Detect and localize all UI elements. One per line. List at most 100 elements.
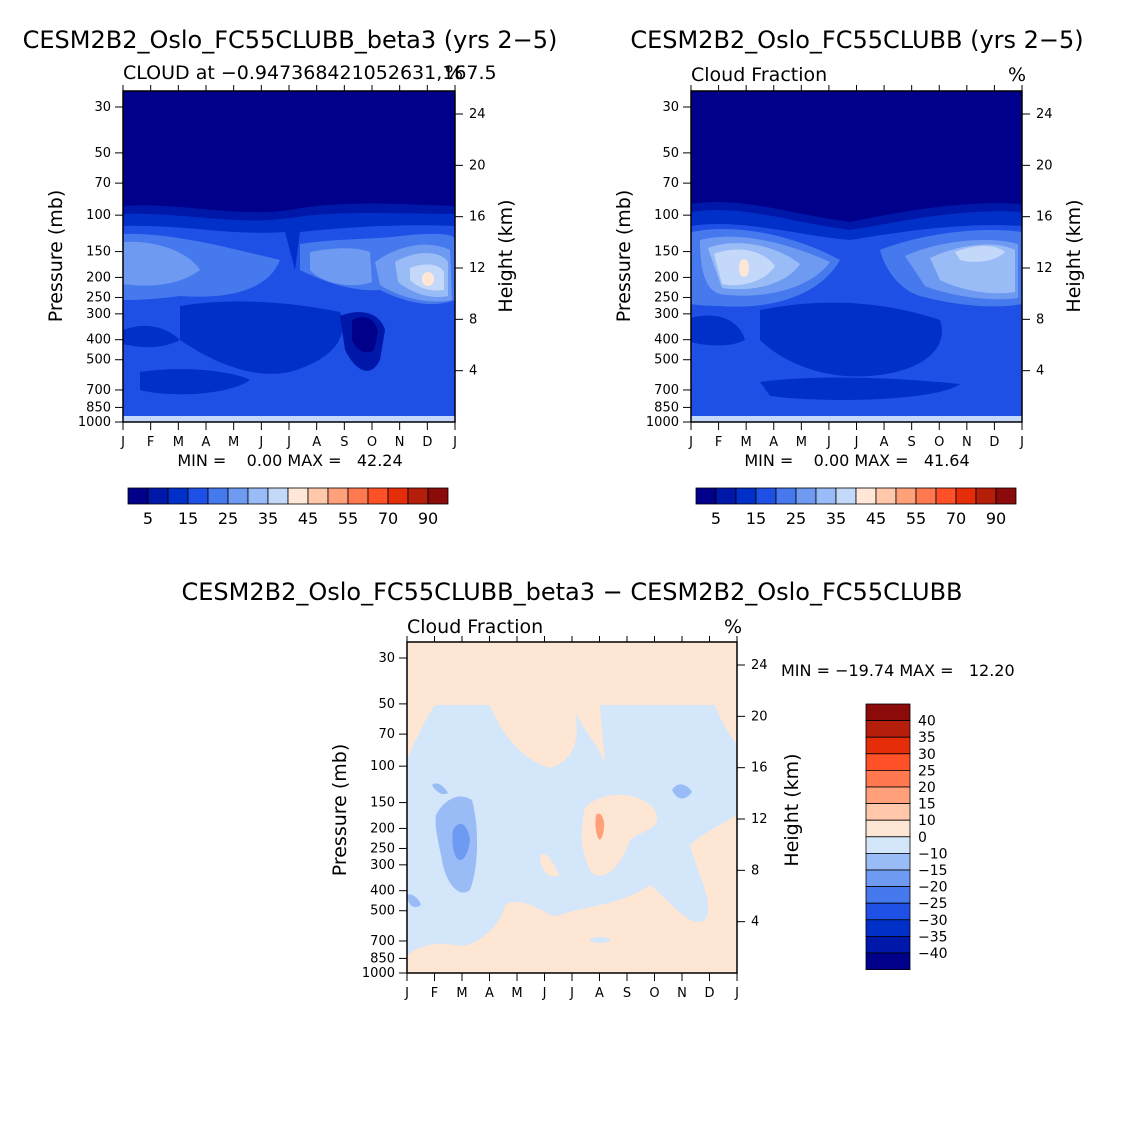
contour-fill [180, 301, 343, 374]
x-tick-label: A [312, 435, 321, 450]
panel-difference-units: % [724, 616, 742, 638]
y-right-tick-label: 20 [751, 709, 768, 724]
colorbar-label: 35 [918, 730, 936, 746]
x-tick-label: O [367, 435, 377, 450]
x-tick-label: J [688, 435, 693, 450]
y-tick-label: 700 [86, 383, 111, 398]
colorbar-swatch [865, 786, 911, 805]
colorbar-label: −15 [918, 863, 948, 879]
colorbar-swatch [865, 853, 911, 871]
colorbar-label: −10 [918, 846, 948, 862]
y-tick-label: 1000 [78, 415, 111, 430]
x-tick-label: D [704, 986, 714, 1001]
y-tick-label: 200 [654, 270, 679, 285]
colorbar-label: −25 [918, 896, 948, 912]
colorbar-swatch [865, 836, 911, 854]
x-tick-label: A [202, 435, 211, 450]
colorbar-label: −35 [918, 929, 948, 945]
x-tick-label: M [456, 986, 467, 1001]
y-tick-label: 200 [86, 270, 111, 285]
colorbar-swatch [167, 487, 189, 505]
colorbar-swatch [247, 487, 269, 505]
panel-difference: CESM2B2_Oslo_FC55CLUBB_beta3 − CESM2B2_O… [181, 578, 1014, 1001]
y-tick-label: 700 [654, 383, 679, 398]
y-tick-label: 250 [654, 290, 679, 305]
y-tick-label: 500 [86, 353, 111, 368]
y-right-tick-label: 24 [1036, 107, 1053, 122]
contour-fill [352, 317, 378, 353]
contour-fill [955, 246, 1005, 262]
y-right-tick-label: 8 [751, 863, 759, 878]
y-tick-label: 500 [370, 904, 395, 919]
colorbar-label: 15 [746, 509, 766, 528]
contour-fill [691, 315, 745, 346]
colorbar-label: 45 [298, 509, 318, 528]
colorbar-label: −30 [918, 913, 948, 929]
colorbar-swatch [865, 886, 911, 904]
y-right-tick-label: 24 [751, 658, 768, 673]
colorbar-label: 0 [918, 830, 927, 846]
contour-fill [672, 784, 692, 799]
colorbar-label: 15 [178, 509, 198, 528]
y-right-tick-label: 12 [1036, 261, 1053, 276]
y-tick-label: 500 [654, 353, 679, 368]
panel-beta3-subtitle: CLOUD at −0.947368421052631,167.5 [123, 62, 497, 84]
x-tick-label: F [147, 435, 154, 450]
y-tick-label: 200 [370, 821, 395, 836]
y-tick-label: 850 [86, 400, 111, 415]
colorbar-label: 90 [986, 509, 1006, 528]
x-tick-label: J [734, 986, 739, 1001]
colorbar-swatch [865, 952, 911, 971]
y-right-tick-label: 4 [469, 364, 477, 379]
x-tick-label: J [826, 435, 831, 450]
colorbar-swatch [227, 487, 249, 505]
colorbar-swatch [865, 753, 911, 771]
y-tick-label: 50 [662, 146, 679, 161]
y-tick-label: 850 [370, 951, 395, 966]
colorbar-swatch [915, 487, 937, 505]
panel-control-plot-area [691, 91, 1022, 422]
contour-fill [595, 813, 605, 840]
y-tick-label: 400 [86, 333, 111, 348]
colorbar-swatch [865, 803, 911, 821]
y-tick-label: 100 [370, 759, 395, 774]
colorbar-swatch [875, 487, 897, 505]
colorbar-label: 10 [918, 813, 936, 829]
contour-fill [432, 783, 448, 795]
contour-fill [540, 854, 560, 877]
y-right-tick-label: 16 [1036, 210, 1053, 225]
contour-fill [123, 325, 180, 348]
colorbar-swatch [347, 487, 369, 505]
panel-control-minmax: MIN = 0.00 MAX = 41.64 [744, 451, 969, 470]
contour-fill [760, 377, 960, 400]
x-tick-label: N [962, 435, 972, 450]
colorbar-swatch [815, 487, 837, 505]
colorbar-swatch [127, 487, 149, 505]
contour-fill [452, 823, 470, 861]
x-tick-label: S [623, 986, 631, 1001]
y-tick-label: 1000 [362, 966, 395, 981]
colorbar-swatch [865, 936, 911, 954]
colorbar-swatch [995, 487, 1017, 505]
panel-beta3: CESM2B2_Oslo_FC55CLUBB_beta3 (yrs 2−5) C… [23, 26, 558, 528]
x-tick-label: M [228, 435, 239, 450]
colorbar-label: 55 [338, 509, 358, 528]
x-tick-label: J [569, 986, 574, 1001]
x-tick-label: D [989, 435, 999, 450]
panel-difference-subtitle: Cloud Fraction [407, 616, 543, 638]
y-tick-label: 300 [370, 858, 395, 873]
colorbar-swatch [715, 487, 737, 505]
contour-fill [760, 302, 942, 377]
colorbar-label: 70 [946, 509, 966, 528]
x-tick-label: M [511, 986, 522, 1001]
y-tick-label: 70 [662, 176, 679, 191]
y-right-tick-label: 16 [469, 210, 486, 225]
colorbar-label: 30 [918, 747, 936, 763]
x-tick-label: J [452, 435, 457, 450]
y-tick-label: 150 [654, 245, 679, 260]
contour-fill [422, 272, 434, 286]
y-tick-label: 30 [94, 100, 111, 115]
colorbar-label: 35 [826, 509, 846, 528]
contour-fill [140, 369, 250, 395]
